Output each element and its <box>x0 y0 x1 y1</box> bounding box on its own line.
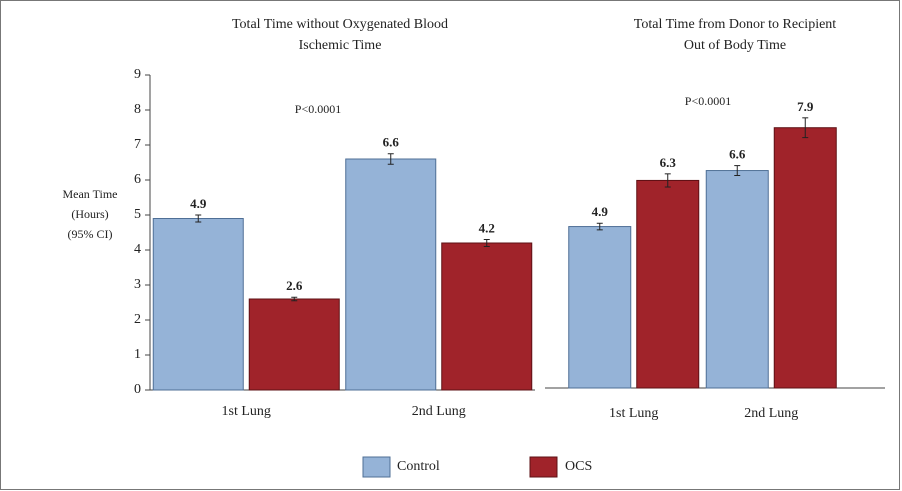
chart-subtitle: Out of Body Time <box>684 38 786 53</box>
y-tick-label: 9 <box>134 67 141 82</box>
bar <box>568 226 632 389</box>
error-bar <box>802 117 809 139</box>
y-tick-label: 8 <box>134 102 141 117</box>
x-tick-label: 2nd Lung <box>744 406 798 421</box>
y-tick-label: 0 <box>134 382 141 397</box>
error-bar <box>596 222 603 231</box>
legend-swatch <box>362 456 391 478</box>
bar <box>773 127 837 389</box>
data-label: 7.9 <box>797 99 814 114</box>
data-label: 6.3 <box>660 155 677 170</box>
y-tick-label: 1 <box>134 347 141 362</box>
legend-swatch <box>529 456 558 478</box>
y-tick-label: 3 <box>134 277 141 292</box>
chart-subtitle: Ischemic Time <box>299 38 382 53</box>
data-label: 2.6 <box>286 278 303 293</box>
annotation: P<0.0001 <box>295 102 341 116</box>
y-tick-label: 7 <box>134 137 141 152</box>
y-axis-label: Mean Time <box>62 187 117 201</box>
error-bar <box>664 173 671 188</box>
y-axis-label: (Hours) <box>71 207 108 221</box>
error-bar <box>734 165 741 176</box>
bar <box>636 179 700 389</box>
x-tick-label: 1st Lung <box>222 404 271 419</box>
legend-label: Control <box>397 459 440 474</box>
chart-title: Total Time without Oxygenated Blood <box>232 17 448 32</box>
error-bar <box>387 153 394 165</box>
data-label: 6.6 <box>729 147 746 162</box>
y-tick-label: 5 <box>134 207 141 222</box>
error-bar <box>291 296 298 302</box>
x-tick-label: 2nd Lung <box>412 404 466 419</box>
bar <box>345 158 437 391</box>
y-tick-label: 2 <box>134 312 141 327</box>
data-label: 4.9 <box>592 204 609 219</box>
chart-title: Total Time from Donor to Recipient <box>634 17 837 32</box>
x-tick-label: 1st Lung <box>609 406 658 421</box>
legend-label: OCS <box>565 459 592 474</box>
bar <box>152 218 244 391</box>
error-bar <box>483 239 490 247</box>
y-tick-label: 4 <box>134 242 141 257</box>
bar <box>248 298 340 391</box>
error-bar <box>195 214 202 223</box>
data-label: 4.9 <box>190 196 207 211</box>
bar <box>705 170 769 389</box>
bar <box>441 242 533 391</box>
data-label: 6.6 <box>383 135 400 150</box>
y-axis-label: (95% CI) <box>68 227 113 241</box>
data-label: 4.2 <box>479 220 495 235</box>
annotation: P<0.0001 <box>685 94 731 108</box>
y-tick-label: 6 <box>134 172 141 187</box>
